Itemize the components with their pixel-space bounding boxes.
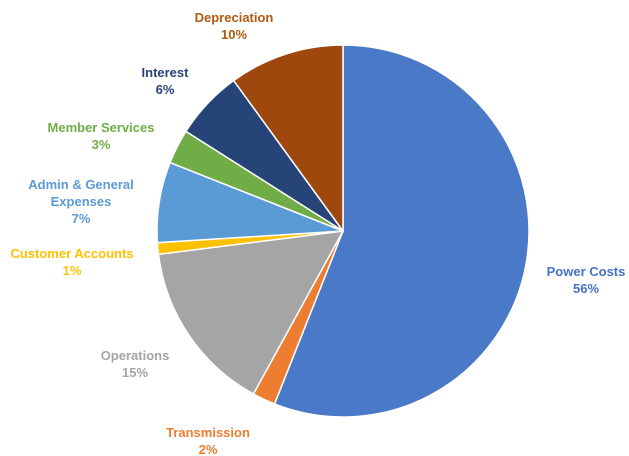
slice-operations	[157, 230, 345, 396]
data-label-admin-and-general-expenses: Admin & General Expenses 7%	[28, 177, 133, 226]
data-label-interest: Interest 6%	[142, 65, 190, 97]
slice-depreciation	[232, 44, 344, 234]
data-label-customer-accounts: Customer Accounts 1%	[10, 246, 133, 278]
data-label-operations: Operations 15%	[101, 348, 170, 380]
data-label-depreciation: Depreciation 10%	[195, 10, 274, 42]
pie-slices	[156, 44, 530, 418]
data-label-transmission: Transmission 2%	[166, 425, 250, 456]
data-label-power-costs: Power Costs 56%	[547, 264, 626, 296]
data-label-member-services: Member Services 3%	[48, 120, 155, 152]
data-labels: Power Costs 56% Transmission 2% Operations 15…	[10, 10, 625, 456]
slice-power-costs	[273, 44, 530, 418]
